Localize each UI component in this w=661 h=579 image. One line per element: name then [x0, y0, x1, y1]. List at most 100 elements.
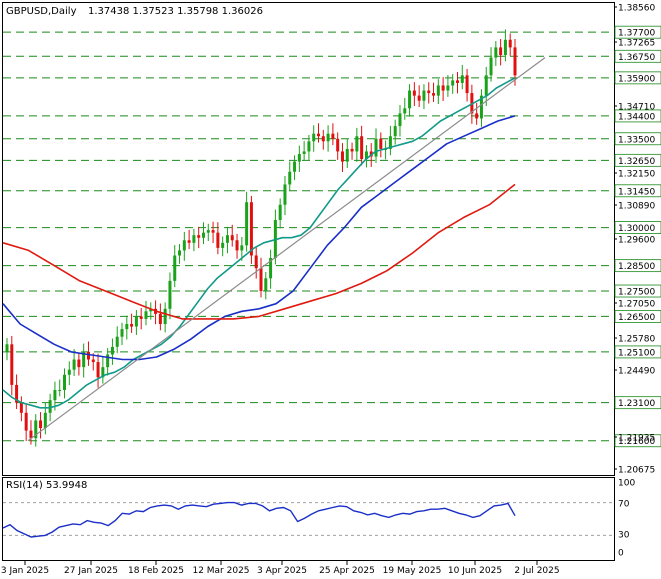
candle-body	[182, 240, 186, 251]
y-tick-label: 1.29600	[618, 236, 655, 246]
candle-body	[91, 359, 95, 363]
candle-body	[43, 412, 47, 429]
rsi-title: RSI(14) 53.9948	[6, 480, 87, 491]
candle-body	[441, 85, 445, 91]
candle-body	[331, 133, 335, 139]
candle-body	[48, 400, 52, 413]
y-tick-label: 1.21935	[618, 434, 655, 444]
level-label-box	[614, 49, 661, 63]
candle-body	[403, 108, 407, 114]
level-label: 1.23100	[618, 399, 655, 409]
candle-body	[10, 344, 14, 385]
rsi-plot-frame	[2, 477, 615, 561]
candle-body	[34, 420, 38, 439]
candle-body	[379, 138, 383, 149]
y-tick-label: 1.32150	[618, 170, 655, 180]
candle-body	[307, 141, 311, 152]
candle-body	[58, 389, 62, 391]
candle-body	[283, 184, 287, 205]
candle-body	[508, 39, 512, 48]
y-tick-label: 1.25780	[618, 335, 655, 345]
candle-body	[451, 80, 455, 86]
candle-body	[235, 240, 239, 251]
candle-body	[139, 316, 143, 319]
candle-body	[360, 136, 364, 160]
y-tick-label: 1.24490	[618, 367, 655, 377]
level-label: 1.35900	[618, 74, 655, 84]
level-label: 1.37700	[618, 29, 655, 39]
rsi-tick-label: 100	[618, 479, 635, 489]
candle-body	[489, 57, 493, 76]
candle-body	[5, 344, 9, 352]
rsi-pane	[2, 501, 614, 538]
candle-body	[110, 346, 114, 355]
candle-body	[297, 153, 301, 162]
level-label: 1.26500	[618, 313, 655, 323]
candle-body	[321, 136, 325, 142]
candle-body	[24, 412, 28, 431]
candle-body	[96, 362, 100, 378]
level-label-box	[614, 153, 661, 167]
y-tick-label: 1.27050	[618, 300, 655, 310]
candle-body	[417, 95, 421, 101]
level-label: 1.36750	[618, 53, 655, 63]
candle-body	[460, 75, 464, 83]
level-label: 1.33500	[618, 135, 655, 145]
trendline	[27, 57, 546, 442]
candle-body	[19, 402, 23, 413]
level-label: 1.25100	[618, 348, 655, 358]
candle-body	[86, 351, 90, 360]
candle-body	[484, 75, 488, 96]
candle-body	[269, 258, 273, 279]
candle-body	[163, 308, 167, 325]
candle-body	[245, 202, 249, 246]
candle-body	[221, 242, 225, 248]
candle-body	[15, 384, 19, 403]
candle-body	[503, 39, 507, 56]
level-label: 1.34400	[618, 112, 655, 122]
candle-body	[422, 90, 426, 101]
candle-body	[326, 133, 330, 142]
candle-body	[192, 235, 196, 243]
candle-body	[393, 126, 397, 137]
level-label-box	[614, 434, 661, 448]
level-label: 1.32650	[618, 157, 655, 167]
x-tick-label: 2 Jul 2025	[514, 566, 559, 576]
candle-body	[230, 235, 234, 241]
candle-body	[336, 138, 340, 152]
rsi-tick-label: 0	[618, 549, 624, 559]
candle-body	[340, 151, 344, 162]
candle-body	[178, 250, 182, 256]
candle-body	[364, 151, 368, 160]
candle-body	[130, 324, 134, 327]
candle-body	[432, 93, 436, 96]
candle-body	[312, 133, 316, 142]
candle-body	[149, 308, 153, 312]
level-label-box	[614, 396, 661, 410]
candle-body	[125, 324, 129, 330]
sma-mid-line	[2, 115, 516, 361]
y-tick-label: 1.30890	[618, 202, 655, 212]
candle-body	[201, 232, 205, 238]
y-tick-label: 1.34710	[618, 103, 655, 113]
level-label: 1.21600	[618, 437, 655, 447]
rsi-tick-label: 70	[618, 500, 630, 510]
candle-body	[240, 245, 244, 251]
candle-body	[120, 329, 124, 337]
sma-slow-line	[2, 183, 516, 320]
candle-body	[479, 95, 483, 119]
candle-body	[82, 351, 86, 368]
candle-body	[63, 374, 67, 390]
symbol-title: GBPUSD,Daily	[6, 6, 77, 17]
level-label: 1.28500	[618, 262, 655, 272]
candle-body	[455, 80, 459, 83]
candle-body	[278, 204, 282, 220]
level-label-box	[614, 109, 661, 123]
x-tick-label: 25 Apr 2025	[319, 566, 375, 576]
x-tick-label: 3 Apr 2025	[257, 566, 307, 576]
candle-body	[465, 75, 469, 94]
candle-body	[134, 316, 138, 327]
candle-body	[412, 90, 416, 96]
level-label-box	[614, 345, 661, 359]
